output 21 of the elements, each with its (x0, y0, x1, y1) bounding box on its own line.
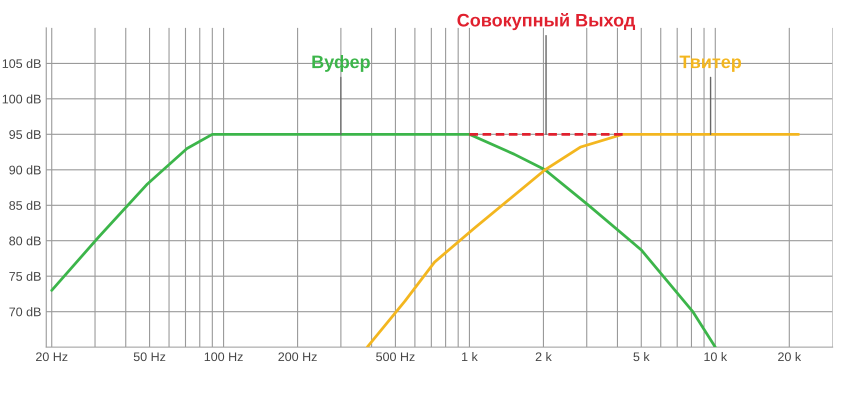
x-tick-label: 2 k (536, 352, 552, 362)
text: Твитер (680, 56, 742, 72)
y-tick-label: 100 dB (2, 94, 41, 104)
x-tick-label: 10 k (704, 352, 728, 362)
x-tick-label: 5 k (633, 352, 650, 362)
y-tick-label: 105 dB (2, 58, 41, 68)
y-tick-label: 95 dB (9, 130, 41, 139)
x-tick-label: 50 Hz (134, 352, 166, 362)
y-tick-label: 85 dB (9, 200, 41, 210)
y-tick-label: 90 dB (9, 165, 41, 174)
text: Вуфер (312, 55, 370, 72)
x-tick-label: 20 Hz (36, 352, 68, 362)
x-tick-label: 500 Hz (376, 352, 415, 362)
x-tick-label: 20 k (778, 352, 802, 362)
x-tick-label: 100 Hz (204, 352, 243, 362)
x-tick-label: 1 k (462, 352, 478, 362)
text: Совокупный Выход (457, 12, 636, 30)
y-tick-label: 70 dB (9, 307, 41, 316)
x-tick-label: 200 Hz (278, 352, 317, 362)
y-tick-label: 75 dB (9, 272, 41, 281)
y-tick-label: 80 dB (9, 236, 41, 246)
